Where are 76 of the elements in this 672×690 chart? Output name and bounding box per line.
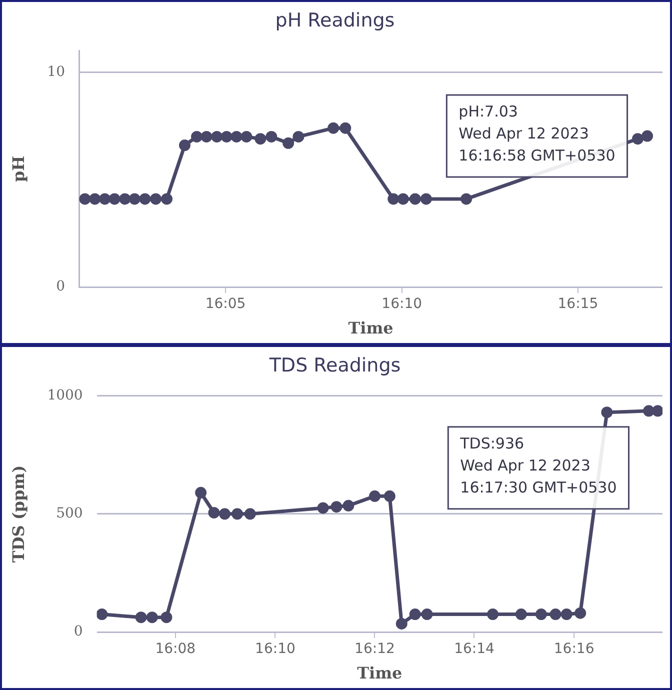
point — [368, 490, 380, 502]
x-tick-label: 16:14 — [454, 641, 494, 658]
point — [388, 193, 400, 205]
y-axis-title: pH — [8, 156, 28, 182]
point — [220, 130, 232, 142]
point — [487, 608, 499, 620]
point — [535, 608, 547, 620]
chart-title: pH Readings — [275, 9, 395, 32]
point — [160, 612, 172, 624]
x-tick-label: 16:16 — [554, 641, 594, 658]
point — [230, 130, 242, 142]
x-axis-title: Time — [357, 664, 402, 683]
point — [460, 193, 472, 205]
x-tick-label: 16:08 — [155, 641, 196, 658]
point — [232, 508, 244, 520]
point — [218, 508, 230, 520]
point — [89, 193, 101, 205]
point — [128, 193, 140, 205]
point — [384, 490, 396, 502]
point — [96, 608, 108, 620]
y-tick-label: 0 — [74, 624, 83, 640]
point — [396, 618, 408, 630]
point — [139, 193, 151, 205]
point — [397, 193, 409, 205]
y-axis-title: TDS (ppm) — [8, 465, 28, 563]
point — [195, 486, 207, 498]
point — [146, 612, 158, 624]
y-tick-label: 0 — [56, 278, 66, 295]
y-tick-label: 500 — [56, 506, 83, 522]
x-axis-title: Time — [348, 318, 394, 338]
point — [601, 406, 613, 418]
point — [643, 405, 655, 417]
point — [119, 193, 131, 205]
point — [282, 137, 294, 149]
point — [420, 193, 432, 205]
point — [240, 130, 252, 142]
point — [560, 608, 572, 620]
point — [340, 122, 352, 134]
point — [266, 130, 278, 142]
point — [135, 612, 147, 624]
point — [150, 193, 162, 205]
point — [421, 608, 433, 620]
x-tick-label: 16:10 — [382, 296, 422, 312]
point — [550, 608, 562, 620]
point — [292, 130, 304, 142]
point — [244, 508, 256, 520]
point — [317, 502, 329, 514]
point — [208, 506, 220, 518]
point — [161, 193, 172, 205]
x-tick-label: 16:10 — [255, 641, 296, 658]
point — [652, 405, 662, 417]
point — [254, 133, 266, 145]
annotation: pH:7.03 Wed Apr 12 2023 16:16:58 GMT+0530 — [458, 102, 616, 164]
point — [574, 607, 586, 619]
point — [99, 193, 111, 205]
point — [632, 133, 644, 145]
point — [409, 608, 421, 620]
point — [211, 130, 223, 142]
x-tick-label: 16:12 — [354, 641, 395, 658]
point — [79, 193, 91, 205]
point — [108, 193, 120, 205]
point — [342, 500, 354, 512]
point — [200, 130, 212, 142]
point — [642, 130, 654, 142]
point — [191, 130, 203, 142]
annotation: TDS:936 Wed Apr 12 2023 16:17:30 GMT+0530 — [459, 434, 617, 496]
point — [515, 608, 527, 620]
point — [409, 193, 421, 205]
y-tick-label: 1000 — [47, 387, 83, 404]
y-tick-label: 10 — [47, 64, 66, 80]
x-tick-label: 16:05 — [205, 296, 246, 312]
point — [328, 122, 340, 134]
point — [178, 140, 190, 152]
point — [330, 501, 342, 513]
chart-title: TDS Readings — [268, 354, 401, 376]
x-tick-label: 16:15 — [558, 296, 598, 312]
